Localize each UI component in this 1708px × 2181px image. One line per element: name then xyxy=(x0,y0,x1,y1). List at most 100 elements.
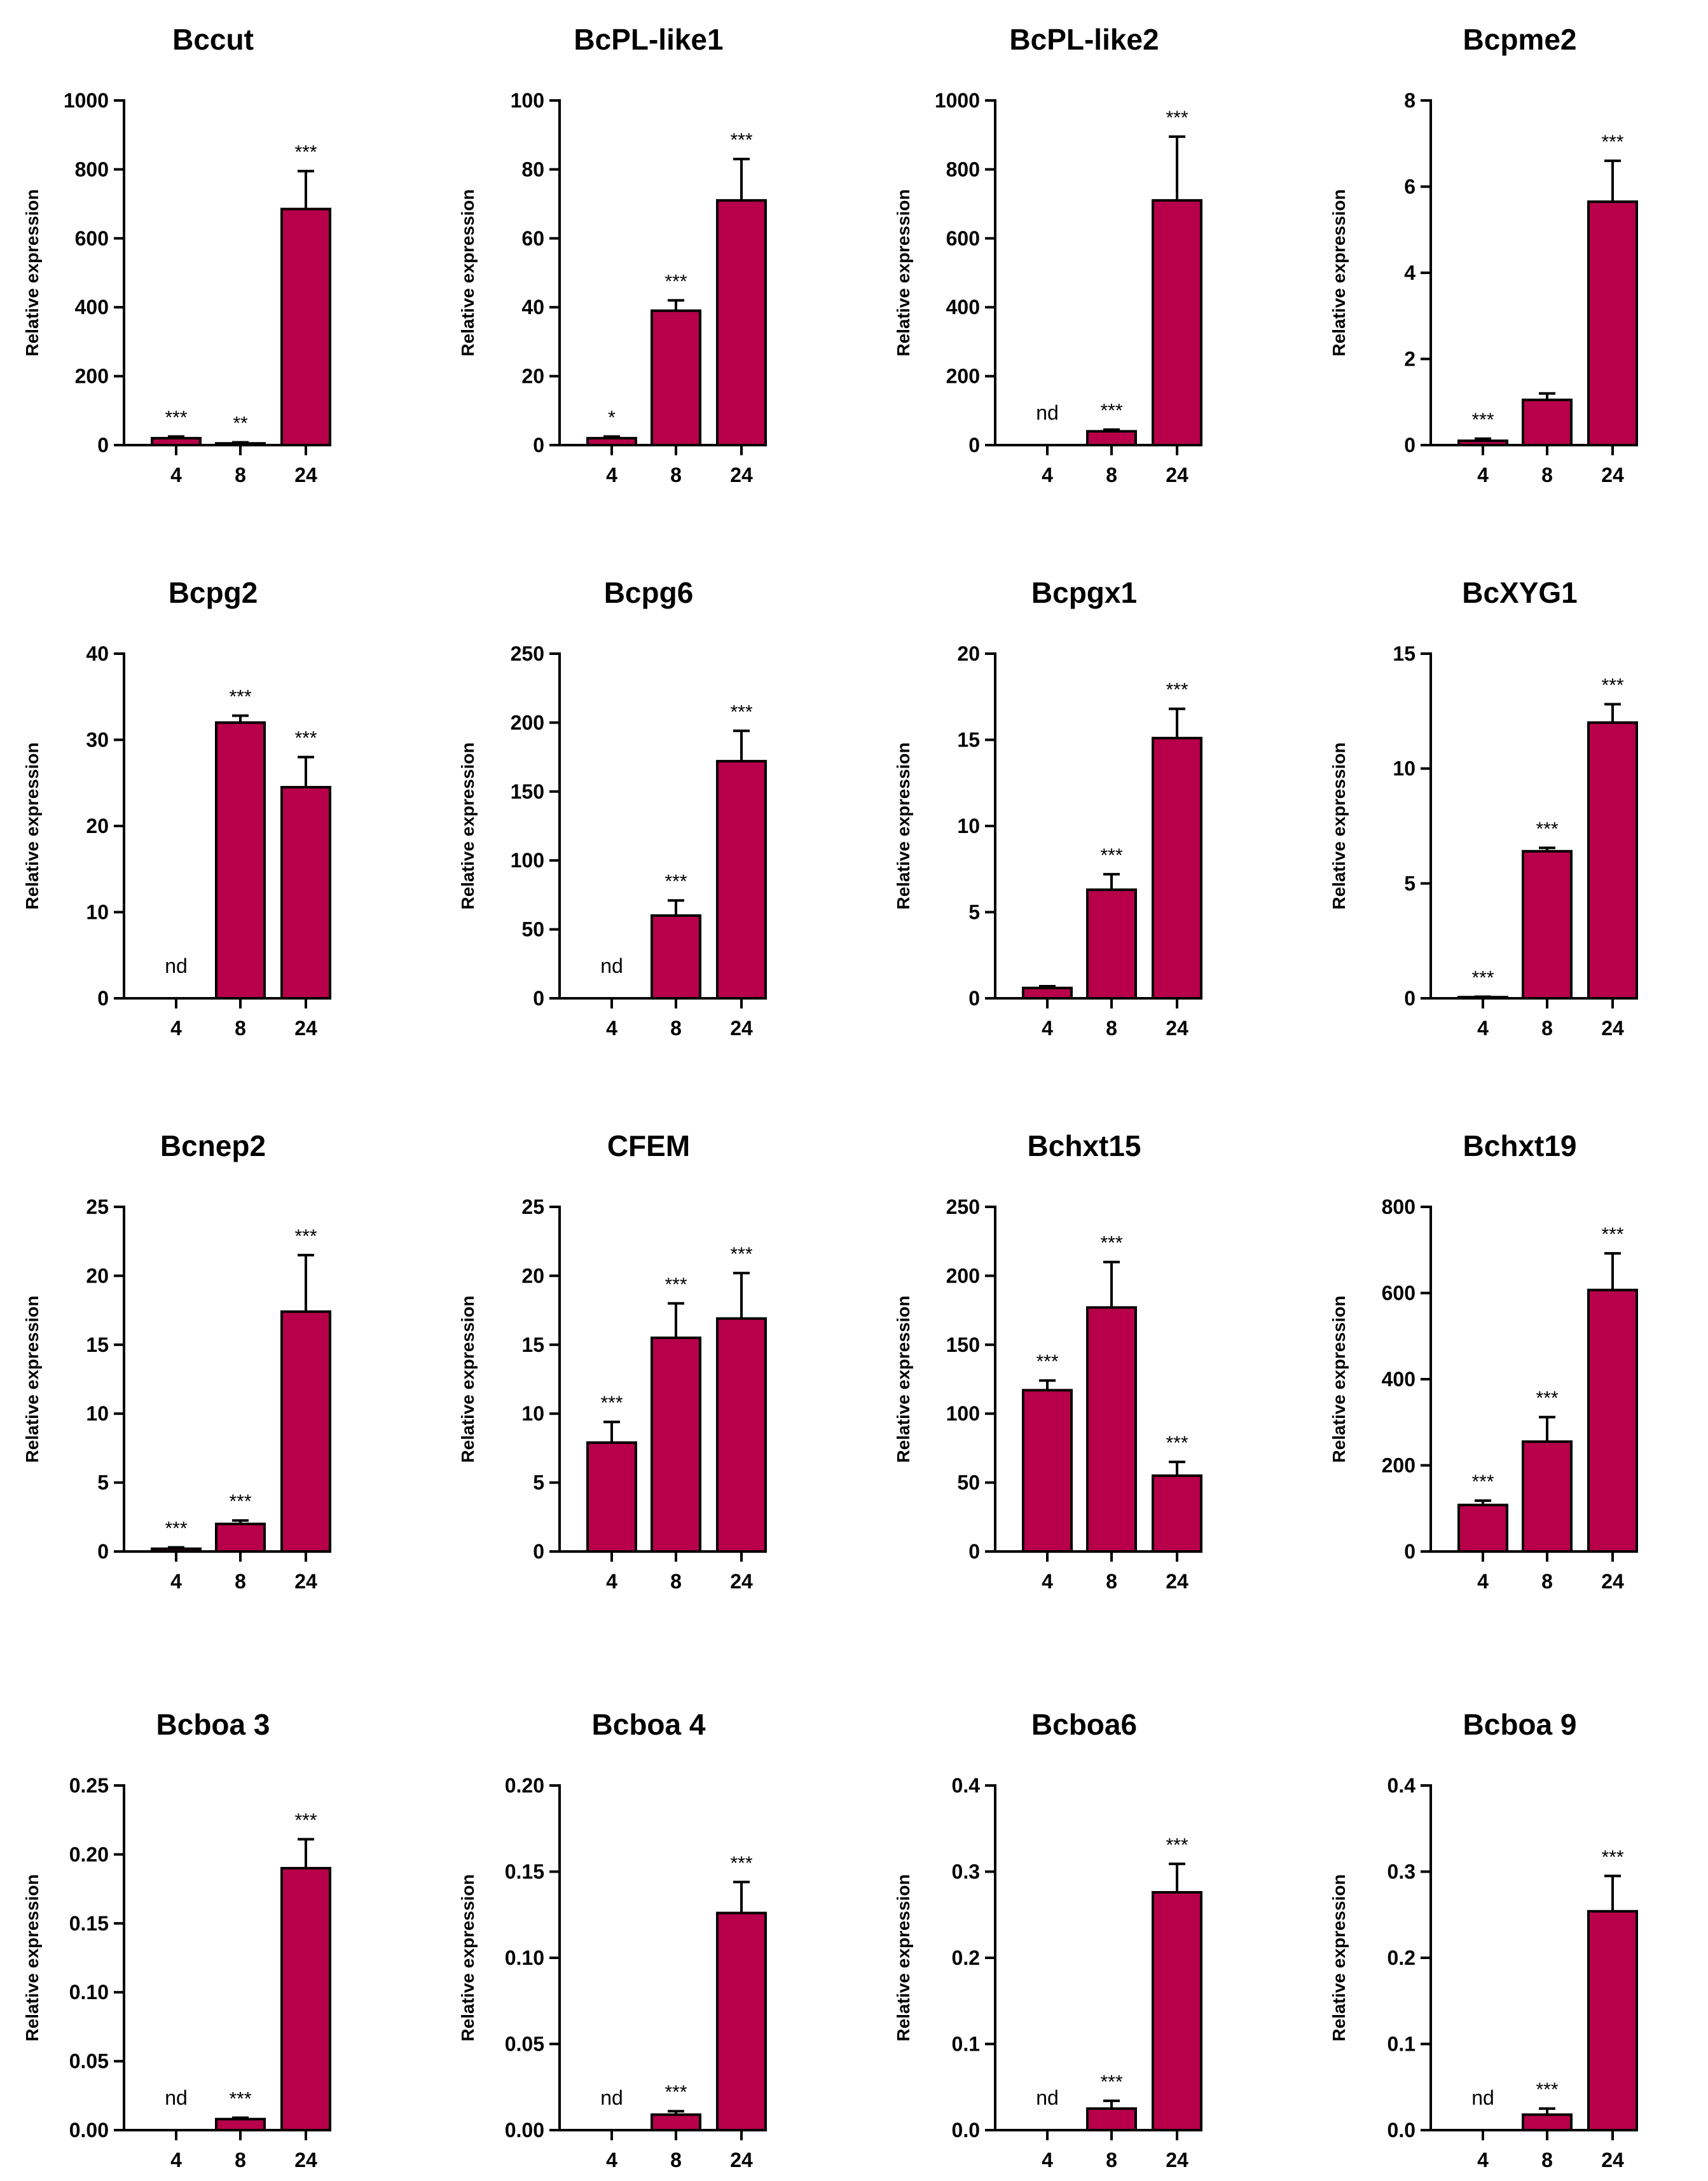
y-tick-label: 0.4 xyxy=(1388,1774,1416,1797)
chart-title: CFEM xyxy=(607,1129,690,1162)
not-detected-label: nd xyxy=(600,2086,623,2109)
chart-panel-3: BcPL-like2 Relative expression 0 200 400 600 8… xyxy=(893,23,1202,486)
chart-panel-14: Bcboa 4 Relative expression 0.00 0.05 0.10 0.… xyxy=(458,1708,767,2171)
bar-24 xyxy=(280,786,331,1000)
y-tick-label: 25 xyxy=(521,1195,544,1218)
x-tick-label: 4 xyxy=(170,2149,182,2171)
significance-label: *** xyxy=(1536,1388,1558,1409)
significance-label: *** xyxy=(1100,401,1122,422)
y-tick-label: 0.10 xyxy=(69,1981,109,2004)
y-tick-label: 0.10 xyxy=(505,1946,544,1969)
significance-label: *** xyxy=(1100,1233,1122,1254)
y-tick-label: 15 xyxy=(521,1333,544,1356)
chart-title: BcXYG1 xyxy=(1462,576,1578,609)
bar-24 xyxy=(1587,200,1638,446)
bar-4 xyxy=(1022,986,1073,1000)
y-tick-label: 0 xyxy=(533,987,544,1010)
chart-title: BcPL-like1 xyxy=(574,23,723,56)
chart-title: Bcboa6 xyxy=(1031,1708,1137,1741)
y-tick-label: 100 xyxy=(511,849,544,872)
y-tick-label: 0.1 xyxy=(952,2033,980,2056)
x-tick-label: 24 xyxy=(730,464,753,486)
x-tick-label: 24 xyxy=(294,1017,317,1040)
y-axis-label: Relative expression xyxy=(1329,189,1349,356)
x-tick-label: 8 xyxy=(1541,1570,1553,1593)
chart-panel-5: Bcpg2 Relative expression 0 10 20 30 40 nd 4 *** 8… xyxy=(22,576,331,1040)
bar-8 xyxy=(1086,2107,1137,2131)
significance-label: *** xyxy=(294,1810,317,1831)
y-axis-label: Relative expression xyxy=(22,189,42,356)
chart-panel-7: Bcpgx1 Relative expression 0 5 10 15 20 4 *** 8 **… xyxy=(893,576,1202,1040)
y-axis-label: Relative expression xyxy=(893,189,913,356)
x-tick-label: 24 xyxy=(1601,464,1624,486)
significance-label: *** xyxy=(1166,1433,1188,1454)
y-tick-label: 4 xyxy=(1404,261,1415,284)
bar-8 xyxy=(1086,1306,1137,1553)
y-tick-label: 800 xyxy=(1382,1195,1415,1218)
chart-panel-16: Bcboa 9 Relative expression 0.0 0.1 0.2 0.3 0.… xyxy=(1329,1708,1638,2171)
x-tick-label: 4 xyxy=(606,2149,617,2171)
x-tick-label: 8 xyxy=(1106,2149,1117,2171)
chart-title: Bcboa 9 xyxy=(1463,1708,1577,1741)
y-tick-label: 30 xyxy=(86,729,109,752)
y-tick-label: 200 xyxy=(1382,1454,1415,1477)
bar-24 xyxy=(1152,199,1202,446)
y-tick-label: 250 xyxy=(946,1195,980,1218)
y-tick-label: 0 xyxy=(533,434,544,457)
y-tick-label: 10 xyxy=(86,901,109,924)
bar-8 xyxy=(651,309,701,446)
bar-8 xyxy=(1522,850,1573,1000)
y-tick-label: 0.00 xyxy=(69,2119,109,2142)
x-tick-label: 4 xyxy=(170,464,182,486)
bar-8 xyxy=(215,2117,266,2132)
y-tick-label: 20 xyxy=(86,1264,109,1287)
bar-4 xyxy=(1457,1503,1508,1553)
x-tick-label: 4 xyxy=(606,1017,617,1040)
bar-8 xyxy=(215,1522,266,1553)
significance-label: *** xyxy=(1471,1471,1494,1492)
y-tick-label: 5 xyxy=(1404,872,1415,895)
significance-label: *** xyxy=(730,701,752,722)
bar-24 xyxy=(716,1911,767,2132)
x-tick-label: 8 xyxy=(670,2149,682,2171)
significance-label: *** xyxy=(1036,1351,1058,1372)
bar-4 xyxy=(586,1441,637,1553)
y-tick-label: 400 xyxy=(946,296,980,319)
y-tick-label: 0.0 xyxy=(952,2119,980,2142)
chart-title: Bcpgx1 xyxy=(1031,576,1137,609)
bar-8 xyxy=(1086,888,1137,1000)
y-tick-label: 0.05 xyxy=(69,2050,109,2073)
x-tick-label: 4 xyxy=(1477,1017,1489,1040)
significance-label: *** xyxy=(730,130,752,151)
y-tick-label: 600 xyxy=(1382,1282,1415,1305)
x-tick-label: 24 xyxy=(1601,1017,1624,1040)
chart-title: Bccut xyxy=(172,23,254,56)
significance-label: *** xyxy=(730,1853,752,1874)
significance-label: *** xyxy=(229,2088,251,2109)
y-tick-label: 10 xyxy=(86,1402,109,1425)
chart-title: Bchxt15 xyxy=(1028,1129,1141,1162)
x-tick-label: 24 xyxy=(294,2149,317,2171)
y-tick-label: 0.00 xyxy=(505,2119,544,2142)
chart-title: Bcnep2 xyxy=(160,1129,266,1162)
y-tick-label: 200 xyxy=(946,1264,980,1287)
bar-8 xyxy=(651,1336,701,1553)
significance-label: *** xyxy=(1536,2079,1558,2100)
bar-8 xyxy=(651,914,701,1000)
y-tick-label: 0.0 xyxy=(1388,2119,1415,2142)
y-tick-label: 600 xyxy=(75,227,109,250)
y-axis-label: Relative expression xyxy=(458,1295,478,1462)
x-tick-label: 8 xyxy=(235,464,246,486)
x-tick-label: 24 xyxy=(730,1017,753,1040)
bar-24 xyxy=(1152,1891,1202,2132)
chart-panel-6: Bcpg6 Relative expression 0 50 100 150 200 250 n… xyxy=(458,576,767,1040)
significance-label: *** xyxy=(229,687,251,708)
not-detected-label: nd xyxy=(1471,2086,1494,2109)
chart-panel-13: Bcboa 3 Relative expression 0.00 0.05 0.10 0.… xyxy=(22,1708,331,2171)
x-tick-label: 4 xyxy=(1477,464,1489,486)
y-tick-label: 200 xyxy=(946,365,980,388)
x-tick-label: 4 xyxy=(1042,1017,1053,1040)
